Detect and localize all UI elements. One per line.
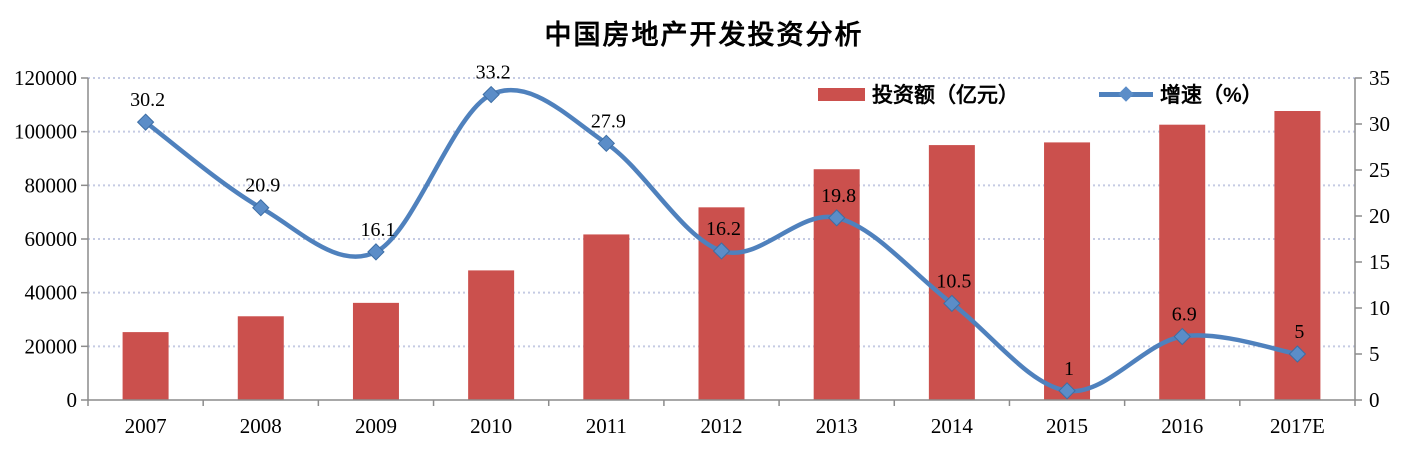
- bar-2015: [1044, 142, 1091, 400]
- bar-2010: [468, 270, 515, 400]
- growth-line-series: [143, 87, 1300, 394]
- y-axis-label-left: 60000: [25, 227, 78, 251]
- y-axis-label-right: 5: [1369, 342, 1380, 366]
- legend-label-growth: 增速（%）: [1160, 84, 1263, 107]
- bar-2007: [122, 332, 169, 400]
- line-marker-2007: [136, 113, 155, 131]
- y-axis-label-left: 120000: [14, 66, 77, 90]
- line-marker-2012: [712, 242, 731, 260]
- data-label-2016: 6.9: [1172, 304, 1197, 326]
- chart-title: 中国房地产开发投资分析: [544, 20, 864, 50]
- y-axis-label-right: 30: [1369, 112, 1390, 136]
- x-axis-label-2011: 2011: [586, 414, 627, 438]
- data-label-2013: 19.8: [821, 185, 856, 207]
- x-axis-label-2009: 2009: [355, 414, 397, 438]
- y-axis-label-right: 20: [1369, 204, 1390, 228]
- data-label-2017E: 5: [1294, 321, 1304, 343]
- legend-item-growth: 增速（%）: [1099, 79, 1263, 109]
- legend-diamond-marker-icon: [1118, 86, 1134, 102]
- legend: 投资额（亿元） 增速（%）: [818, 79, 1263, 109]
- line-marker-2008: [252, 199, 270, 217]
- y-axis-label-right: 25: [1369, 158, 1390, 182]
- bar-2011: [583, 234, 630, 400]
- x-axis-label-2015: 2015: [1046, 414, 1088, 438]
- y-axis-label-right: 10: [1369, 296, 1390, 320]
- legend-line-swatch: [1099, 86, 1153, 102]
- y-axis-label-left: 100000: [14, 120, 77, 144]
- x-axis-label-2010: 2010: [470, 414, 512, 438]
- line-marker-2011: [597, 134, 616, 153]
- line-marker-2016: [1173, 327, 1191, 346]
- bar-2013: [813, 169, 860, 400]
- x-axis-label-2017E: 2017E: [1270, 414, 1325, 438]
- legend-item-investment: 投资额（亿元）: [818, 79, 1019, 109]
- y-axis-label-left: 0: [67, 388, 78, 412]
- legend-label-investment: 投资额（亿元）: [872, 84, 1019, 107]
- data-label-2014: 10.5: [936, 270, 971, 292]
- y-axis-label-right: 0: [1369, 388, 1380, 412]
- data-label-2008: 20.9: [245, 175, 280, 197]
- x-axis-label-2016: 2016: [1161, 414, 1203, 438]
- data-label-2009: 16.1: [360, 219, 395, 241]
- line-marker-2015: [1058, 382, 1076, 400]
- data-label-2010: 33.2: [476, 62, 511, 84]
- bar-2014: [928, 145, 975, 400]
- bar-2008: [237, 316, 284, 400]
- x-axis-label-2007: 2007: [125, 414, 167, 438]
- bar-2012: [698, 207, 745, 400]
- x-axis-label-2013: 2013: [816, 414, 858, 438]
- y-axis-label-left: 20000: [25, 334, 78, 358]
- legend-bar-swatch: [818, 87, 865, 101]
- line-marker-2017E: [1288, 345, 1307, 363]
- line-marker-2013: [827, 209, 846, 227]
- line-marker-2014: [943, 294, 961, 313]
- y-axis-label-left: 40000: [25, 281, 78, 305]
- y-axis-label-left: 80000: [25, 173, 78, 197]
- data-label-2015: 1: [1064, 358, 1074, 380]
- bar-2009: [352, 302, 399, 400]
- line-marker-2010: [482, 85, 500, 104]
- x-axis-label-2008: 2008: [240, 414, 282, 438]
- line-marker-2009: [367, 243, 385, 261]
- data-label-2012: 16.2: [706, 218, 741, 240]
- data-label-2011: 27.9: [591, 110, 626, 132]
- x-axis-label-2014: 2014: [931, 414, 974, 438]
- bar-2016: [1159, 124, 1206, 400]
- y-axis-label-right: 35: [1369, 66, 1390, 90]
- x-axis-label-2012: 2012: [701, 414, 743, 438]
- data-label-2007: 30.2: [130, 89, 165, 111]
- y-axis-label-right: 15: [1369, 250, 1390, 274]
